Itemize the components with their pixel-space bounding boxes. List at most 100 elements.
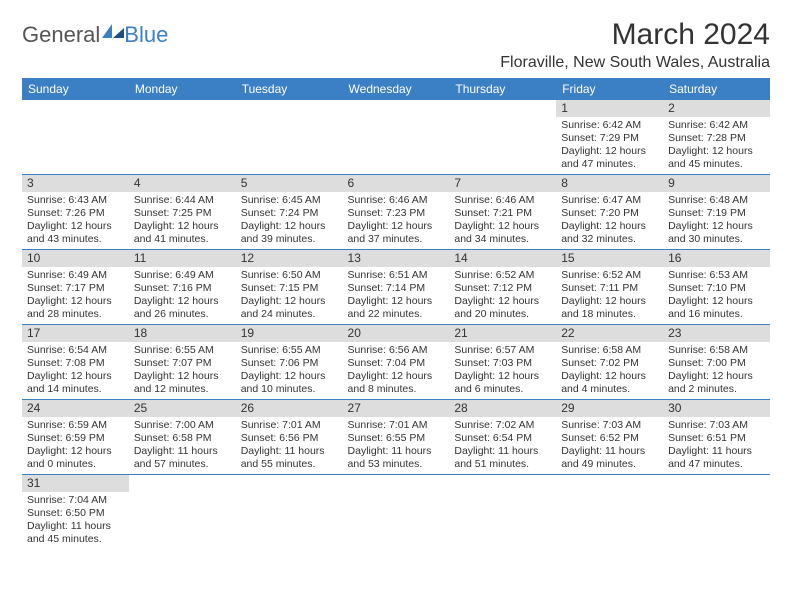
sunset-line: Sunset: 7:06 PM: [241, 357, 338, 370]
calendar-cell: 23Sunrise: 6:58 AMSunset: 7:00 PMDayligh…: [663, 325, 770, 400]
sunrise-line: Sunrise: 6:49 AM: [27, 269, 124, 282]
day-number: 7: [449, 175, 556, 192]
day-number: 22: [556, 325, 663, 342]
calendar-cell: [236, 475, 343, 550]
day-number: 5: [236, 175, 343, 192]
calendar-cell: 21Sunrise: 6:57 AMSunset: 7:03 PMDayligh…: [449, 325, 556, 400]
sunset-line: Sunset: 6:55 PM: [348, 432, 445, 445]
day-details: Sunrise: 7:03 AMSunset: 6:51 PMDaylight:…: [663, 417, 770, 474]
calendar-cell: [449, 475, 556, 550]
daylight-line: Daylight: 12 hours and 4 minutes.: [561, 370, 658, 396]
sunset-line: Sunset: 7:24 PM: [241, 207, 338, 220]
daylight-line: Daylight: 12 hours and 10 minutes.: [241, 370, 338, 396]
day-details: Sunrise: 6:46 AMSunset: 7:21 PMDaylight:…: [449, 192, 556, 249]
calendar-cell: [129, 100, 236, 175]
sunrise-line: Sunrise: 6:45 AM: [241, 194, 338, 207]
daylight-line: Daylight: 12 hours and 26 minutes.: [134, 295, 231, 321]
daylight-line: Daylight: 12 hours and 28 minutes.: [27, 295, 124, 321]
sunset-line: Sunset: 7:17 PM: [27, 282, 124, 295]
sunrise-line: Sunrise: 7:04 AM: [27, 494, 124, 507]
calendar-cell: 17Sunrise: 6:54 AMSunset: 7:08 PMDayligh…: [22, 325, 129, 400]
sunset-line: Sunset: 7:07 PM: [134, 357, 231, 370]
dayheader-monday: Monday: [129, 78, 236, 100]
calendar-cell: 20Sunrise: 6:56 AMSunset: 7:04 PMDayligh…: [343, 325, 450, 400]
day-details: Sunrise: 6:55 AMSunset: 7:07 PMDaylight:…: [129, 342, 236, 399]
sunset-line: Sunset: 7:23 PM: [348, 207, 445, 220]
day-details: Sunrise: 6:58 AMSunset: 7:00 PMDaylight:…: [663, 342, 770, 399]
page-header: General Blue March 2024 Floraville, New …: [22, 18, 770, 72]
day-number: 6: [343, 175, 450, 192]
sunset-line: Sunset: 6:56 PM: [241, 432, 338, 445]
calendar-cell: [236, 100, 343, 175]
calendar-cell: 1Sunrise: 6:42 AMSunset: 7:29 PMDaylight…: [556, 100, 663, 175]
month-title: March 2024: [500, 18, 770, 52]
calendar-cell: 29Sunrise: 7:03 AMSunset: 6:52 PMDayligh…: [556, 400, 663, 475]
calendar-cell: 11 Sunrise: 6:49 AMSunset: 7:16 PMDayligh…: [129, 250, 236, 325]
day-details: Sunrise: 6:52 AMSunset: 7:11 PMDaylight:…: [556, 267, 663, 324]
day-number: 2: [663, 100, 770, 117]
sunset-line: Sunset: 7:25 PM: [134, 207, 231, 220]
day-number: 24: [22, 400, 129, 417]
daylight-line: Daylight: 12 hours and 43 minutes.: [27, 220, 124, 246]
sunset-line: Sunset: 7:02 PM: [561, 357, 658, 370]
daylight-line: Daylight: 12 hours and 45 minutes.: [668, 145, 765, 171]
dayheader-thursday: Thursday: [449, 78, 556, 100]
logo-sail-icon: [102, 24, 124, 38]
day-details: Sunrise: 6:53 AMSunset: 7:10 PMDaylight:…: [663, 267, 770, 324]
sunset-line: Sunset: 6:52 PM: [561, 432, 658, 445]
sunset-line: Sunset: 7:16 PM: [134, 282, 231, 295]
sunset-line: Sunset: 6:58 PM: [134, 432, 231, 445]
calendar-cell: [343, 475, 450, 550]
sunset-line: Sunset: 6:54 PM: [454, 432, 551, 445]
day-details: Sunrise: 6:57 AMSunset: 7:03 PMDaylight:…: [449, 342, 556, 399]
dayheader-wednesday: Wednesday: [343, 78, 450, 100]
sunrise-line: Sunrise: 6:44 AM: [134, 194, 231, 207]
calendar-cell: 22Sunrise: 6:58 AMSunset: 7:02 PMDayligh…: [556, 325, 663, 400]
sunset-line: Sunset: 7:12 PM: [454, 282, 551, 295]
sunrise-line: Sunrise: 6:47 AM: [561, 194, 658, 207]
daylight-line: Daylight: 12 hours and 47 minutes.: [561, 145, 658, 171]
calendar-cell: 25Sunrise: 7:00 AMSunset: 6:58 PMDayligh…: [129, 400, 236, 475]
daylight-line: Daylight: 12 hours and 32 minutes.: [561, 220, 658, 246]
calendar-cell: [663, 475, 770, 550]
sunset-line: Sunset: 7:11 PM: [561, 282, 658, 295]
calendar-row: 3Sunrise: 6:43 AMSunset: 7:26 PMDaylight…: [22, 175, 770, 250]
sunset-line: Sunset: 7:20 PM: [561, 207, 658, 220]
calendar-cell: 24Sunrise: 6:59 AMSunset: 6:59 PMDayligh…: [22, 400, 129, 475]
day-number: 28: [449, 400, 556, 417]
calendar-cell: 3Sunrise: 6:43 AMSunset: 7:26 PMDaylight…: [22, 175, 129, 250]
calendar-cell: 27Sunrise: 7:01 AMSunset: 6:55 PMDayligh…: [343, 400, 450, 475]
day-number: 16: [663, 250, 770, 267]
calendar-cell: 10Sunrise: 6:49 AMSunset: 7:17 PMDayligh…: [22, 250, 129, 325]
daylight-line: Daylight: 12 hours and 8 minutes.: [348, 370, 445, 396]
daylight-line: Daylight: 11 hours and 51 minutes.: [454, 445, 551, 471]
day-number: 26: [236, 400, 343, 417]
sunrise-line: Sunrise: 6:42 AM: [668, 119, 765, 132]
daylight-line: Daylight: 12 hours and 20 minutes.: [454, 295, 551, 321]
brand-logo: General Blue: [22, 22, 168, 48]
sunset-line: Sunset: 7:28 PM: [668, 132, 765, 145]
day-number: 19: [236, 325, 343, 342]
calendar-row: 24Sunrise: 6:59 AMSunset: 6:59 PMDayligh…: [22, 400, 770, 475]
day-details: Sunrise: 7:02 AMSunset: 6:54 PMDaylight:…: [449, 417, 556, 474]
calendar-cell: [22, 100, 129, 175]
sunset-line: Sunset: 6:59 PM: [27, 432, 124, 445]
day-number: 11: [129, 250, 236, 267]
sunrise-line: Sunrise: 6:49 AM: [134, 269, 231, 282]
logo-text-blue: Blue: [124, 22, 168, 48]
daylight-line: Daylight: 12 hours and 34 minutes.: [454, 220, 551, 246]
daylight-line: Daylight: 12 hours and 0 minutes.: [27, 445, 124, 471]
sunrise-line: Sunrise: 7:02 AM: [454, 419, 551, 432]
calendar-cell: 16Sunrise: 6:53 AMSunset: 7:10 PMDayligh…: [663, 250, 770, 325]
day-details: Sunrise: 6:59 AMSunset: 6:59 PMDaylight:…: [22, 417, 129, 474]
daylight-line: Daylight: 12 hours and 22 minutes.: [348, 295, 445, 321]
day-details: Sunrise: 7:00 AMSunset: 6:58 PMDaylight:…: [129, 417, 236, 474]
sunset-line: Sunset: 7:29 PM: [561, 132, 658, 145]
sunrise-line: Sunrise: 7:01 AM: [241, 419, 338, 432]
calendar-table: Sunday Monday Tuesday Wednesday Thursday…: [22, 78, 770, 549]
sunrise-line: Sunrise: 6:55 AM: [241, 344, 338, 357]
daylight-line: Daylight: 12 hours and 12 minutes.: [134, 370, 231, 396]
day-number: 18: [129, 325, 236, 342]
daylight-line: Daylight: 12 hours and 24 minutes.: [241, 295, 338, 321]
daylight-line: Daylight: 12 hours and 39 minutes.: [241, 220, 338, 246]
